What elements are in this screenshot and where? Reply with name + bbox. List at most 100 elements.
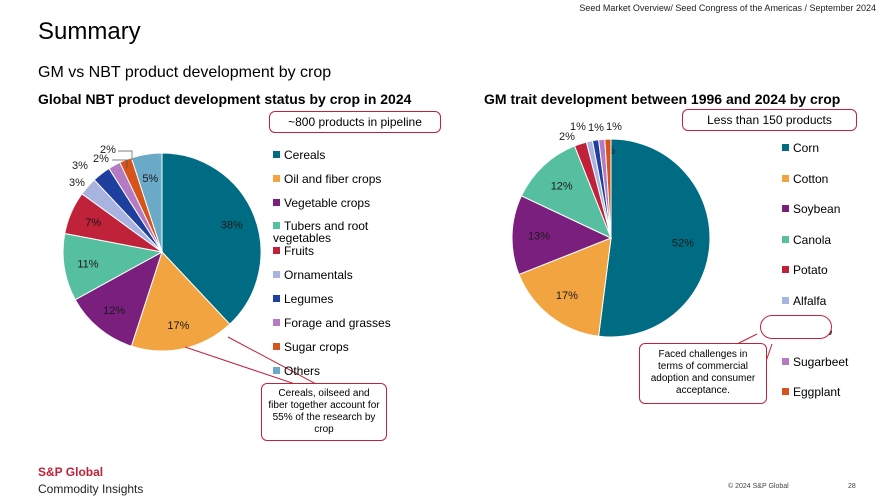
data-label-alfalfa: 1% [570,121,586,133]
pie-slice-tubers-and-root-vegetables [62,232,164,301]
legend-item-fruits: Fruits [273,244,314,258]
legend-label: Legumes [284,292,334,306]
legend-item-tubers-and-root-vegetables: Tubers and root vegetables [273,220,373,244]
legend-swatch [273,319,280,326]
legend-swatch [782,357,789,365]
legend-swatch [782,266,789,273]
pie-slice-others [130,152,163,253]
data-label-sugarbeet: 1% [588,122,604,134]
legend-item-potato: Potato [782,263,828,277]
pie-slice-cereals [161,152,262,325]
page-subtitle: GM vs NBT product development by crop [38,64,332,81]
tomato-highlight-ring [760,315,832,339]
data-label-legumes: 3% [72,160,88,172]
data-label-potato: 2% [559,131,575,143]
legend-swatch [782,296,789,304]
label-leader-line [112,159,128,168]
legend-label: Ornamentals [284,268,353,282]
copyright: © 2024 S&P Global [728,483,789,490]
data-label-sugar-crops: 2% [100,144,116,156]
legend-label: Cotton [793,171,829,186]
legend-label: Eggplant [793,385,841,399]
legend-label: Tubers and root vegetables [273,219,369,245]
legend-item-forage-and-grasses: Forage and grasses [273,316,391,330]
nbt-callout-pointer [227,336,319,386]
brand-logo-subtitle: Commodity Insights [38,482,144,496]
legend-swatch [273,151,280,158]
data-label-fruits: 7% [85,217,101,229]
brand-logo: S&P Global [38,465,104,479]
data-label-eggplant: 1% [606,121,622,133]
legend-label: Corn [793,141,820,155]
data-label-corn: 52% [672,238,694,250]
pie-slice-canola [520,145,612,239]
data-label-cotton: 17% [556,290,578,302]
nbt-callout-pointer [184,346,299,386]
pie-slice-cotton [518,237,612,337]
data-label-soybean: 13% [528,231,550,243]
data-label-canola: 12% [551,181,573,193]
legend-item-canola: Canola [782,233,831,247]
gm-chart-title: GM trait development between 1996 and 20… [484,91,841,107]
legend-item-alfalfa: Alfalfa [782,294,826,308]
nbt-chart-title: Global NBT product development status by… [38,91,412,107]
data-label-vegetable-crops: 12% [103,305,125,317]
data-label-oil-and-fiber-crops: 17% [167,320,189,332]
legend-item-cotton: Cotton [782,172,828,186]
legend-swatch [273,175,280,182]
legend-swatch [782,144,789,151]
legend-label: Sugarbeet [793,354,849,369]
legend-swatch [273,271,280,278]
nbt-legend: Cereals Oil and fiber crops Vegetable crop… [273,148,403,378]
legend-swatch [273,343,280,350]
legend-label: Potato [793,263,828,277]
legend-swatch [782,205,789,212]
gm-legend: CornCottonSoybeanCanolaPotatoAlfalfaToma… [782,141,882,401]
legend-item-legumes: Legumes [273,292,333,306]
data-label-tubers-and-root-vegetables: 11% [77,259,98,271]
legend-label: Sugar crops [284,340,349,354]
legend-swatch [273,199,280,206]
legend-label: Cereals [284,148,326,162]
legend-swatch [273,222,280,229]
pie-slice-eggplant [604,138,612,239]
pie-slice-vegetable-crops [74,250,163,347]
legend-label: Others [284,364,321,378]
legend-item-ornamentals: Ornamentals [273,268,353,282]
pie-slice-soybean [511,195,613,276]
gm-challenges-callout: Faced challenges in terms of commercial … [639,343,767,404]
legend-label: Forage and grasses [284,316,391,330]
label-leader-line [118,150,133,160]
legend-swatch [782,174,789,182]
page-number: 28 [848,483,856,490]
data-label-ornamentals: 3% [69,177,85,189]
data-label-others: 5% [142,173,158,185]
header-note: Seed Market Overview/ Seed Congress of t… [579,3,876,13]
legend-label: Fruits [284,244,314,258]
legend-label: Alfalfa [793,293,827,308]
legend-item-sugar-crops: Sugar crops [273,340,349,354]
pie-slice-oil-and-fiber-crops [130,251,231,352]
legend-swatch [273,367,280,374]
page-title: Summary [38,18,141,45]
data-label-cereals: 38% [221,219,243,231]
legend-item-vegetable-crops: Vegetable crops [273,196,370,210]
legend-item-cereals: Cereals [273,148,325,162]
legend-swatch [782,235,789,243]
legend-label: Soybean [793,202,841,216]
legend-item-oil-and-fiber-crops: Oil and fiber crops [273,172,381,186]
data-label-forage-and-grasses: 2% [93,153,109,165]
legend-item-eggplant: Eggplant [782,385,840,399]
legend-item-corn: Corn [782,141,819,155]
legend-item-sugarbeet: Sugarbeet [782,355,848,369]
legend-swatch [782,388,789,395]
gm-products-callout: Less than 150 products [682,109,857,131]
nbt-pipeline-callout: ~800 products in pipeline [269,111,441,133]
legend-item-soybean: Soybean [782,202,840,216]
legend-label: Oil and fiber crops [284,172,382,186]
pie-slice-corn [598,138,711,338]
legend-item-others: Others [273,364,320,378]
legend-label: Canola [793,232,832,247]
legend-swatch [273,247,280,254]
